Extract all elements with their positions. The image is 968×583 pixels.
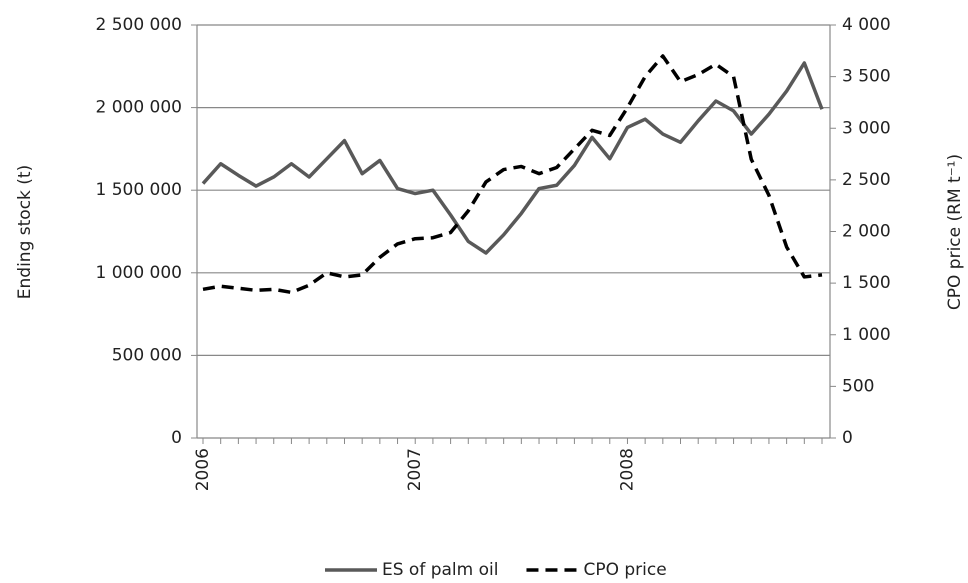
- x-tick-label: 2007: [405, 448, 425, 491]
- y2-axis-title: CPO price (RM t⁻¹): [945, 154, 965, 310]
- y2-tick-label: 2 000: [842, 222, 891, 242]
- y-tick-label: 1 000 000: [95, 263, 182, 283]
- data-line: [201, 61, 824, 255]
- y-tick-label: 500 000: [112, 345, 182, 365]
- legend-label: ES of palm oil: [382, 560, 498, 580]
- y2-tick-label: 4 000: [842, 15, 891, 35]
- y2-tick-label: 3 500: [842, 67, 891, 87]
- y-tick-label: 2 000 000: [95, 98, 182, 118]
- y-tick-label: 1 500 000: [95, 180, 182, 200]
- y2-tick-label: 2 500: [842, 170, 891, 190]
- y-tick-label: 2 500 000: [95, 15, 182, 35]
- legend-label: CPO price: [583, 560, 666, 580]
- y-tick-label: 0: [171, 428, 182, 448]
- data-line: [202, 54, 823, 295]
- y2-tick-label: 3 000: [842, 118, 891, 138]
- x-tick-label: 2006: [193, 448, 213, 491]
- y2-tick-label: 1 500: [842, 273, 891, 293]
- y2-tick-label: 0: [842, 428, 853, 448]
- y-axis-title: Ending stock (t): [15, 165, 35, 299]
- x-tick-label: 2008: [617, 448, 637, 491]
- y2-tick-label: 500: [842, 376, 874, 396]
- y2-tick-label: 1 000: [842, 325, 891, 345]
